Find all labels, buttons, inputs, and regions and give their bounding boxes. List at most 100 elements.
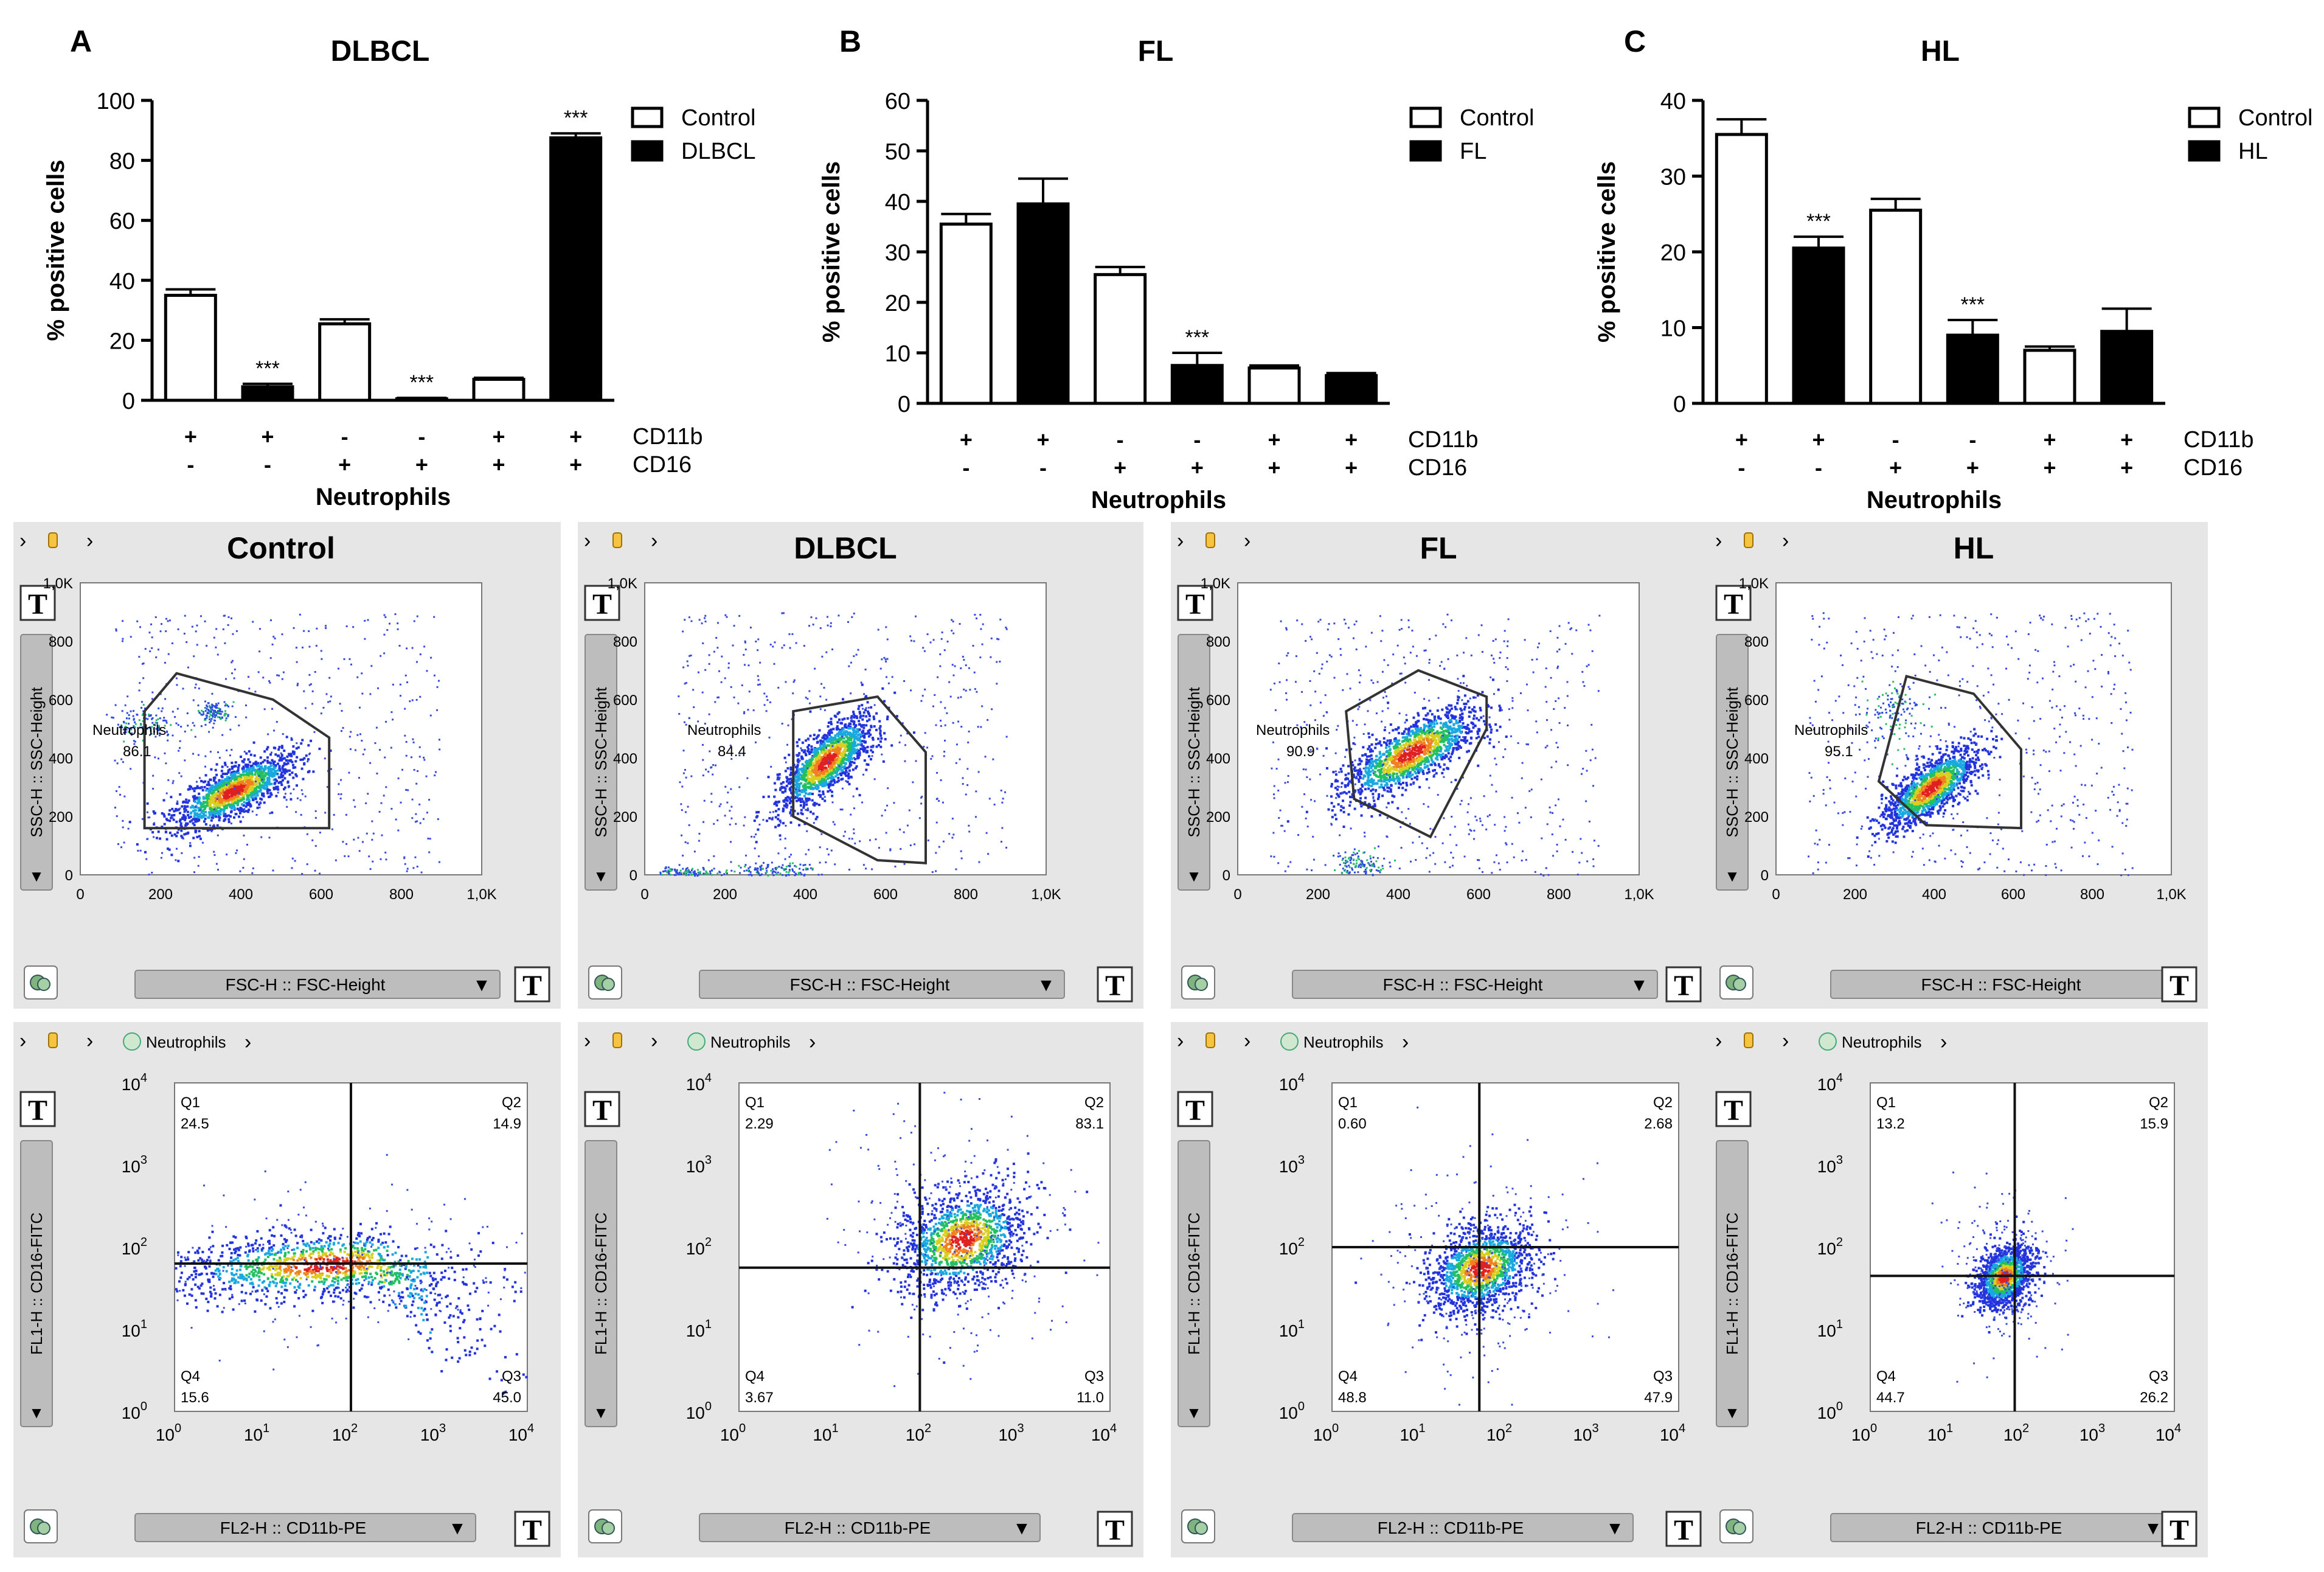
event-dot xyxy=(823,742,826,745)
event-dot xyxy=(849,762,852,765)
event-dot xyxy=(830,723,833,726)
event-dot xyxy=(158,707,160,709)
event-dot xyxy=(747,867,750,869)
event-dot xyxy=(283,762,286,765)
event-dot xyxy=(158,732,161,734)
event-dot xyxy=(243,788,246,791)
tube-icon[interactable] xyxy=(48,532,58,548)
event-dot xyxy=(867,706,870,709)
event-dot xyxy=(306,833,308,835)
event-dot xyxy=(1373,770,1376,773)
event-dot xyxy=(796,784,799,787)
event-dot xyxy=(789,821,793,824)
event-dot xyxy=(226,790,229,793)
event-dot xyxy=(822,772,825,775)
event-dot xyxy=(727,667,730,669)
cd16-sign: + xyxy=(1268,455,1280,480)
event-dot xyxy=(224,813,226,815)
x-parameter-selector[interactable] xyxy=(134,970,501,999)
event-dot xyxy=(234,793,237,796)
y-tick-label: 60 xyxy=(885,89,911,114)
neutrophil-gate[interactable] xyxy=(143,672,331,830)
event-dot xyxy=(813,764,816,767)
event-dot xyxy=(1454,715,1457,718)
event-dot xyxy=(805,799,808,802)
event-dot xyxy=(209,704,211,707)
neutrophil-gate[interactable] xyxy=(792,695,927,864)
event-dot xyxy=(211,798,214,801)
event-dot xyxy=(147,718,149,720)
event-dot xyxy=(665,870,667,872)
text-tool-button[interactable] xyxy=(584,585,620,621)
event-dot xyxy=(836,773,839,776)
y-parameter-selector[interactable] xyxy=(584,634,617,891)
event-dot xyxy=(853,832,855,835)
event-dot xyxy=(411,699,414,701)
y-parameter-selector[interactable] xyxy=(20,634,53,891)
event-dot xyxy=(819,779,822,782)
text-tool-button[interactable] xyxy=(1177,585,1213,621)
event-dot xyxy=(749,873,752,875)
event-dot xyxy=(787,874,789,876)
event-dot xyxy=(285,770,288,773)
event-dot xyxy=(757,675,759,677)
text-tool-button[interactable] xyxy=(1665,966,1702,1003)
event-dot xyxy=(800,757,803,760)
event-dot xyxy=(209,803,212,806)
event-dot xyxy=(219,801,222,804)
event-dot xyxy=(401,768,404,771)
event-dot xyxy=(833,781,836,784)
text-tool-button[interactable] xyxy=(514,966,550,1003)
text-tool-button[interactable] xyxy=(1097,966,1133,1003)
event-dot xyxy=(662,871,664,873)
legend-entry: HL xyxy=(2238,139,2268,164)
event-dot xyxy=(212,805,215,809)
event-dot xyxy=(209,706,211,708)
event-dot xyxy=(675,874,677,876)
event-dot xyxy=(390,711,393,714)
event-dot xyxy=(289,759,292,762)
event-dot xyxy=(879,740,882,743)
event-dot xyxy=(793,871,796,874)
y-parameter-selector[interactable] xyxy=(1178,634,1210,891)
event-dot xyxy=(1330,802,1333,805)
significance-label: *** xyxy=(1806,210,1831,233)
event-dot xyxy=(755,868,757,871)
event-dot xyxy=(208,731,210,733)
event-dot xyxy=(789,777,793,781)
event-dot xyxy=(1439,756,1442,759)
event-dot xyxy=(669,868,671,871)
tube-icon[interactable] xyxy=(1205,532,1215,548)
event-dot xyxy=(708,654,710,656)
event-dot xyxy=(887,787,889,790)
event-dot xyxy=(908,809,911,812)
event-dot xyxy=(702,868,705,870)
event-dot xyxy=(812,779,815,782)
x-parameter-selector[interactable] xyxy=(699,970,1065,999)
event-dot xyxy=(775,804,779,807)
event-dot xyxy=(1400,774,1403,777)
event-dot xyxy=(242,798,245,801)
event-dot xyxy=(314,810,317,812)
event-dot xyxy=(696,874,699,877)
event-dot xyxy=(215,808,218,811)
event-dot xyxy=(779,820,782,823)
event-dot xyxy=(805,803,808,806)
event-dot xyxy=(848,765,851,768)
event-dot xyxy=(157,718,159,720)
event-dot xyxy=(842,762,845,765)
event-dot xyxy=(793,681,795,683)
event-dot xyxy=(843,754,846,757)
event-dot xyxy=(870,749,873,752)
event-dot xyxy=(803,804,806,807)
event-dot xyxy=(1400,751,1403,754)
event-dot xyxy=(814,760,817,763)
significance-label: *** xyxy=(409,371,434,394)
text-tool-button[interactable] xyxy=(19,585,56,621)
x-parameter-selector[interactable] xyxy=(1292,970,1658,999)
tube-icon[interactable] xyxy=(612,532,622,548)
event-dot xyxy=(871,751,874,754)
event-dot xyxy=(779,776,781,779)
event-dot xyxy=(976,617,978,619)
event-dot xyxy=(847,732,850,735)
